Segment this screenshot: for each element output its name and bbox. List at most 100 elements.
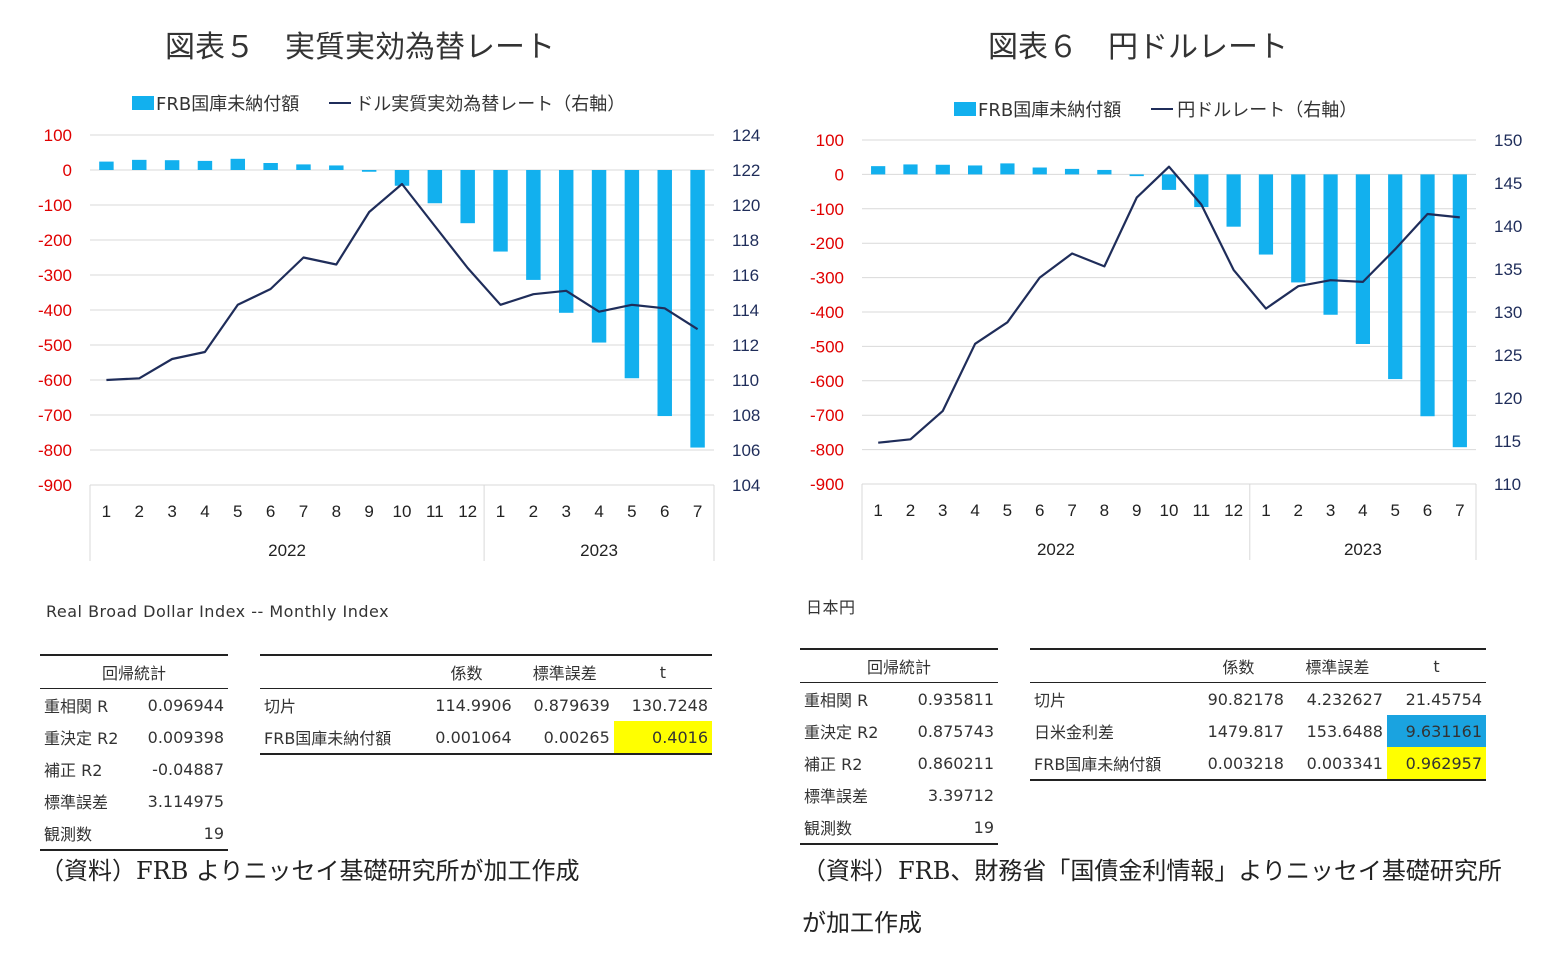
table-row: 補正 R2 0.860211 [804, 753, 994, 775]
bar [558, 170, 574, 313]
table-row: 補正 R2 -0.04887 [44, 759, 224, 781]
bar [1420, 174, 1435, 417]
y-right-tick-label: 140 [1494, 217, 1522, 236]
x-tick-label: 6 [1035, 501, 1044, 520]
highlighted-t-value: 0.962957 [1386, 747, 1486, 781]
legend-bar-label: FRB国庫未納付額 [978, 100, 1122, 121]
y-right-tick-label: 130 [1494, 303, 1522, 322]
table-row: 切片 90.82178 4.232627 21.45754 [1034, 689, 1482, 711]
source-note: （資料）FRB よりニッセイ基礎研究所が加工作成 [40, 857, 580, 885]
x-tick-label: 5 [1390, 501, 1399, 520]
y-left-tick-label: -900 [810, 475, 844, 494]
bar [935, 164, 950, 175]
regression-stats-header: 回帰統計 [40, 654, 228, 689]
bar [690, 170, 705, 448]
coefficients-table: 係数 標準誤差 t 切片 114.9906 0.879639 130.7248 … [260, 654, 712, 755]
y-left-tick-label: 0 [63, 161, 72, 180]
x-tick-label: 9 [1132, 501, 1141, 520]
bar [1064, 168, 1080, 175]
y-right-tick-label: 112 [732, 336, 759, 355]
bar [230, 158, 246, 170]
chart-legend: FRB国庫未納付額 円ドルレート（右軸） [954, 96, 1357, 122]
y-right-tick-label: 125 [1494, 346, 1522, 365]
table-row: 観測数 19 [40, 817, 228, 851]
y-right-tick-label: 135 [1494, 260, 1522, 279]
x-tick-label: 10 [393, 502, 412, 521]
chart-title: 図表５ 実質実効為替レート [165, 30, 555, 65]
legend-bar-swatch [954, 102, 976, 116]
x-tick-label: 3 [167, 502, 176, 521]
bar [1032, 167, 1047, 175]
left-panel: 図表５ 実質実効為替レート FRB国庫未納付額 ドル実質実効為替レート（右軸） … [38, 30, 760, 885]
bar [263, 163, 278, 170]
table-row: 日米金利差 1479.817 153.6488 9.631161 [1030, 715, 1486, 747]
bar [871, 166, 886, 175]
series-line [106, 182, 699, 382]
x-tick-label: 3 [1326, 501, 1335, 520]
regression-stats-table: 回帰統計 重相関 R 0.935811 重決定 R2 0.875743 補正 R2 0… [800, 648, 998, 845]
bar [591, 170, 607, 343]
table-row: 重決定 R2 0.009398 [44, 727, 224, 749]
y-left-tick-label: -200 [810, 234, 844, 253]
y-left-tick-label: -100 [38, 196, 72, 215]
y-left-tick-label: -400 [38, 301, 72, 320]
x-group-label: 2022 [268, 541, 306, 560]
y-left-tick-label: -300 [810, 269, 844, 288]
bar [624, 170, 640, 379]
table-row: 切片 114.9906 0.879639 130.7248 [264, 695, 708, 717]
x-tick-label: 12 [1224, 501, 1243, 520]
bar [1161, 174, 1177, 190]
bar [1258, 174, 1274, 255]
x-tick-label: 4 [594, 502, 603, 521]
x-tick-label: 7 [1455, 501, 1464, 520]
data-source-title: 日本円 [806, 598, 856, 617]
regression-stats-header: 回帰統計 [800, 648, 998, 683]
table-row: 重相関 R 0.935811 [804, 689, 994, 711]
table-row: 標準誤差 3.39712 [804, 785, 994, 807]
y-left-tick-label: -600 [810, 372, 844, 391]
bar-line-chart: 100 0 -100 -200 -300 -400 -500 -600 -700 -800 -900… [38, 126, 760, 561]
x-tick-label: 7 [693, 502, 702, 521]
bar [903, 164, 918, 175]
chart-title: 図表６ 円ドルレート [988, 30, 1288, 65]
x-tick-label: 7 [1067, 501, 1076, 520]
y-left-tick-label: -600 [38, 371, 72, 390]
y-left-tick-label: 100 [44, 126, 72, 145]
x-tick-label: 3 [938, 501, 947, 520]
y-right-tick-label: 106 [732, 441, 760, 460]
bar-line-chart: 100 0 -100 -200 -300 -400 -500 -600 -700 -800 -900… [810, 131, 1522, 560]
table-row: 標準誤差 3.114975 [44, 791, 224, 813]
legend-line-label: 円ドルレート（右軸） [1177, 100, 1358, 121]
x-tick-label: 12 [458, 502, 477, 521]
x-tick-label: 10 [1160, 501, 1179, 520]
x-group-label: 2023 [580, 541, 618, 560]
x-tick-label: 4 [200, 502, 209, 521]
y-left-tick-label: -200 [38, 231, 72, 250]
y-right-tick-label: 115 [1494, 432, 1521, 451]
x-tick-label: 5 [627, 502, 636, 521]
bar [1452, 174, 1467, 448]
source-note: （資料）FRB、財務省「国債金利情報」よりニッセイ基礎研究所が加工作成 [802, 857, 1502, 937]
x-tick-label: 11 [426, 502, 444, 521]
bar [1226, 174, 1241, 227]
y-right-tick-label: 120 [732, 196, 760, 215]
x-tick-label: 6 [660, 502, 669, 521]
y-left-tick-label: -800 [810, 441, 844, 460]
x-tick-label: 1 [873, 501, 882, 520]
bar [967, 165, 983, 175]
y-right-tick-label: 114 [732, 301, 759, 320]
y-right-tick-label: 104 [732, 476, 760, 495]
y-right-tick-label: 120 [1494, 389, 1522, 408]
bar [197, 160, 213, 170]
x-tick-label: 4 [970, 501, 979, 520]
x-tick-label: 6 [266, 502, 275, 521]
y-left-tick-label: -700 [38, 406, 72, 425]
y-left-tick-label: -700 [810, 406, 844, 425]
bar [132, 159, 147, 170]
bar [99, 161, 114, 170]
highlighted-t-value: 0.4016 [613, 721, 712, 755]
x-tick-label: 5 [233, 502, 242, 521]
x-tick-label: 3 [561, 502, 570, 521]
regression-stats-table: 回帰統計 重相関 R 0.096944 重決定 R2 0.009398 補正 R2-… [40, 654, 228, 851]
x-tick-label: 2 [529, 502, 538, 521]
